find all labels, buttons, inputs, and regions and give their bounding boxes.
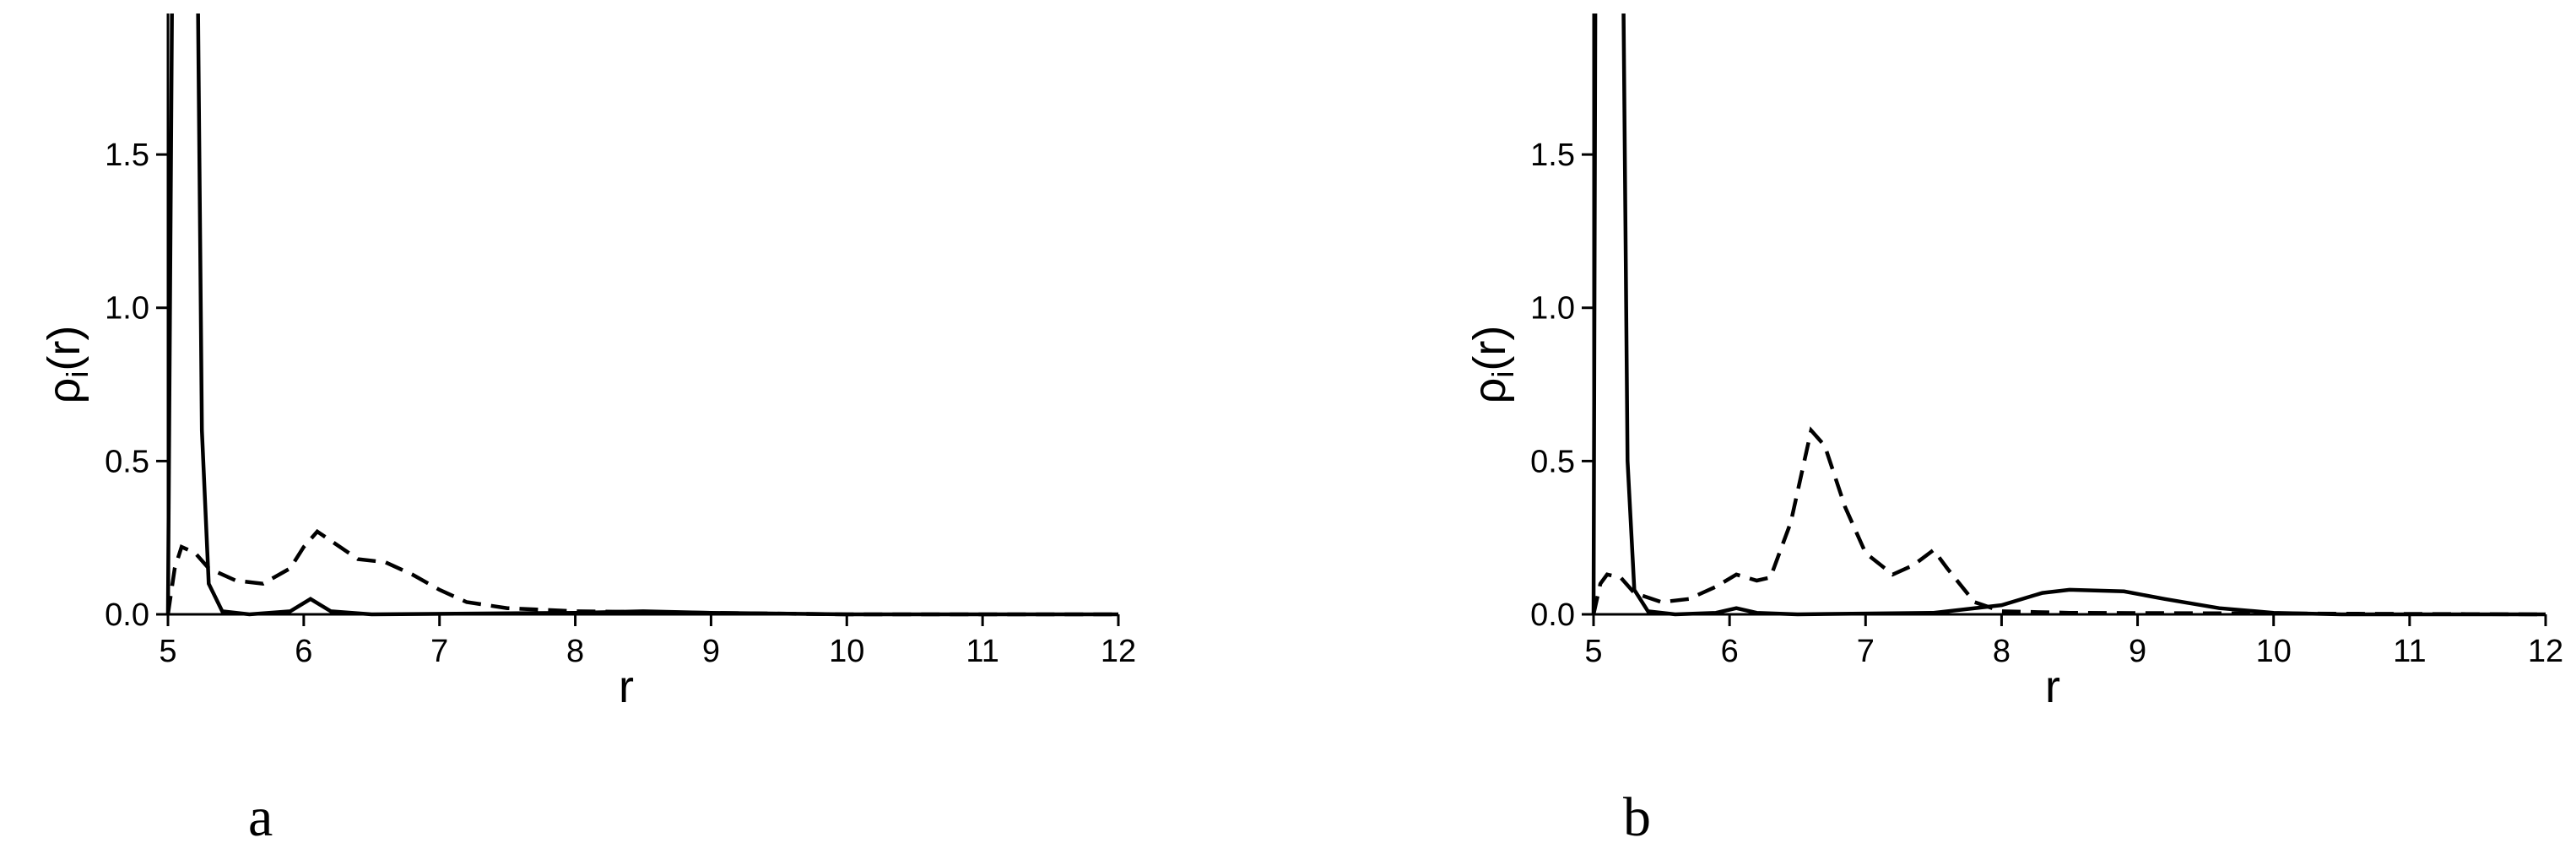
x-tick-label: 6 xyxy=(1721,634,1739,669)
panel-label: a xyxy=(248,786,273,848)
x-tick-label: 5 xyxy=(159,634,176,669)
y-axis-label: ρi(r) xyxy=(1464,326,1520,404)
x-tick-label: 5 xyxy=(1584,634,1602,669)
data-line xyxy=(165,528,1118,617)
y-axis-label: ρi(r) xyxy=(39,326,95,404)
x-tick-label: 10 xyxy=(829,634,864,669)
y-tick-label: 0.0 xyxy=(1530,597,1575,633)
x-axis-label: r xyxy=(619,662,634,712)
panel-label: b xyxy=(1623,786,1651,848)
x-tick-label: 12 xyxy=(2528,634,2563,669)
x-tick-label: 11 xyxy=(2393,634,2426,669)
y-tick-label: 0.5 xyxy=(1530,444,1575,479)
x-tick-label: 8 xyxy=(1993,634,2010,669)
y-label-rest: (r) xyxy=(39,326,89,371)
x-tick-label: 10 xyxy=(2256,634,2292,669)
x-tick-label: 6 xyxy=(295,634,312,669)
x-tick-label: 11 xyxy=(966,634,998,669)
data-line xyxy=(1591,426,2546,617)
y-tick-label: 1.0 xyxy=(1530,291,1575,327)
y-label-sub: i xyxy=(60,371,95,378)
x-tick-label: 9 xyxy=(702,634,720,669)
y-label-base: ρ xyxy=(1464,378,1515,404)
y-tick-label: 0.0 xyxy=(105,597,149,633)
y-label-rest: (r) xyxy=(1464,326,1515,371)
x-axis-label: r xyxy=(2045,662,2060,712)
panel: 5 6 7 8 9 10 11 12 0.0 0.5 1.0 1.5 r ρi(r) b xyxy=(1464,14,2563,848)
panel: 5 6 7 8 9 10 11 12 0.0 0.5 1.0 1.5 r ρi(r) a xyxy=(39,14,1136,848)
y-label-sub: i xyxy=(1486,371,1520,378)
y-tick-label: 1.5 xyxy=(105,138,149,173)
data-line xyxy=(1591,14,2546,617)
y-tick-label: 1.0 xyxy=(105,291,149,327)
y-label-base: ρ xyxy=(39,378,89,404)
y-tick-label: 0.5 xyxy=(105,444,149,479)
x-tick-label: 7 xyxy=(1857,634,1875,669)
x-tick-label: 7 xyxy=(430,634,448,669)
x-tick-label: 8 xyxy=(566,634,584,669)
x-tick-label: 12 xyxy=(1101,634,1136,669)
x-tick-label: 9 xyxy=(2129,634,2146,669)
data-line xyxy=(165,14,1118,617)
y-tick-label: 1.5 xyxy=(1530,138,1575,173)
